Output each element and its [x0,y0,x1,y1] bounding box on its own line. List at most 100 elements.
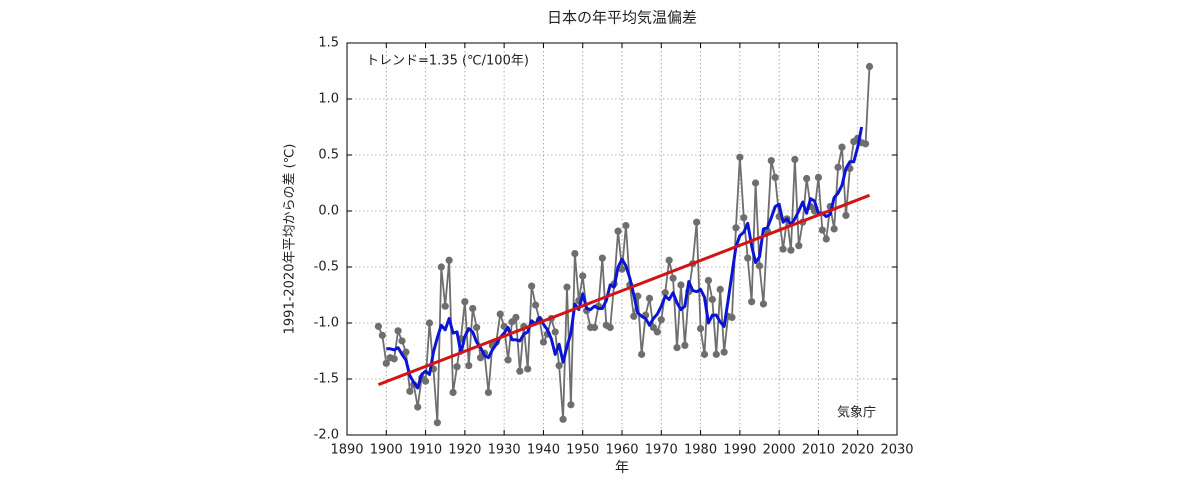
data-point [716,285,724,293]
data-point [465,361,473,370]
y-tick-label: -2.0 [314,428,339,443]
y-tick-label: -1.0 [314,316,339,331]
data-point [579,272,587,280]
data-point [571,249,579,258]
data-point [645,294,654,302]
x-tick-label: 1910 [409,443,442,458]
data-point [861,140,870,148]
data-point [618,265,626,273]
y-tick-label: 0.0 [318,204,339,219]
data-point [473,323,481,332]
series-line [377,193,871,386]
data-point [693,218,701,226]
data-point [382,359,390,367]
data-point [441,302,449,310]
data-point [661,289,669,297]
data-point [551,328,559,336]
data-point [653,328,661,336]
data-point [449,388,457,397]
data-point [712,350,720,358]
x-tick-label: 2020 [841,443,874,458]
data-point [512,313,520,321]
data-point [461,298,469,306]
y-tick-label: 1.0 [318,92,339,107]
data-point [696,325,705,333]
data-point [484,388,493,397]
data-point [638,350,646,358]
data-point [748,298,756,306]
x-tick-label: 1930 [488,443,521,458]
x-tick-label: 1970 [645,443,678,458]
data-point [425,319,434,327]
data-point [469,304,477,313]
x-tick-label: 2010 [802,443,835,458]
data-point [563,283,571,291]
data-point [374,322,383,330]
x-tick-label: 2030 [880,443,913,458]
x-tick-label: 1950 [566,443,599,458]
data-point [673,344,681,352]
y-tick-label: -0.5 [314,260,339,275]
x-tick-label: 2000 [763,443,796,458]
data-point [445,256,453,264]
data-point [771,173,779,181]
plot-frame [346,42,898,436]
data-point [555,361,563,370]
data-point [830,225,838,233]
data-point [818,226,826,234]
x-axis-label: 年 [615,460,629,476]
data-point [567,401,575,409]
data-point [834,163,842,171]
data-point [744,254,752,262]
data-point [720,348,728,356]
data-point [406,387,414,395]
data-point [614,227,622,235]
source-annotation: 気象庁 [837,405,876,421]
chart-title: 日本の年平均気温偏差 [547,9,697,27]
data-point [728,313,736,321]
plot-area: -2.0 -1.5 -1.0 -0.5 0.0 0.5 1.0 1.5 1890 1900 1910… [314,36,914,458]
y-axis-label: 1991-2020年平均からの差 (℃) [283,144,298,335]
y-tick-label: 1.5 [318,36,339,51]
data-point [787,246,795,254]
data-point [767,157,775,165]
data-point [531,301,540,309]
data-point [598,254,606,262]
data-point [865,62,874,71]
data-point [803,174,811,183]
data-point [437,263,445,271]
data-point [378,331,386,339]
data-point [528,282,536,290]
y-tick-label: 0.5 [318,148,339,163]
data-point [524,365,532,373]
x-tick-label: 1960 [605,443,638,458]
data-point [751,179,760,187]
data-point [791,155,799,164]
data-point [657,316,665,324]
data-point [606,323,614,332]
data-point [394,327,402,335]
data-point [681,341,689,349]
data-point [736,153,744,161]
data-point [421,377,430,385]
data-point [414,403,422,411]
data-point [822,235,830,243]
x-tick-label: 1990 [723,443,756,458]
series-line [386,126,864,390]
data-point [669,274,677,282]
data-point [539,338,548,346]
x-tick-label: 1890 [330,443,363,458]
x-tick-label: 1940 [527,443,560,458]
data-point [795,242,803,250]
data-point [390,355,398,363]
data-point [704,276,713,285]
data-point [665,256,673,264]
x-tick-label: 1900 [370,443,403,458]
data-point [398,337,406,345]
trend-annotation: トレンド=1.35 (℃/100年) [366,54,529,69]
x-tick-label: 1920 [448,443,481,458]
data-point [755,262,764,270]
data-point [559,415,567,423]
data-point [838,143,846,151]
